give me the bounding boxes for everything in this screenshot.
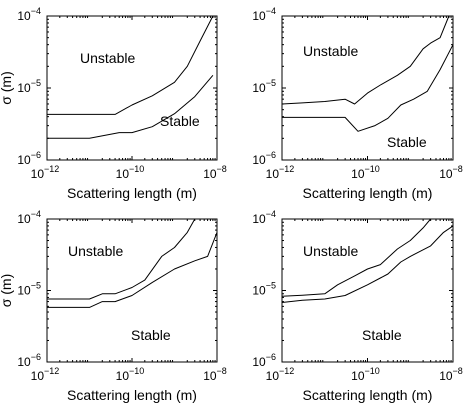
x-axis-label: Scattering length (m): [303, 185, 433, 201]
series-line-2: [47, 74, 214, 139]
series-line-1: [281, 15, 450, 105]
x-axis-label: Scattering length (m): [67, 387, 197, 403]
x-tick-label: 10−8: [203, 164, 227, 181]
x-tick-label: 10−12: [266, 164, 295, 181]
x-tick-label: 10−10: [351, 164, 380, 181]
series-line-1: [281, 218, 431, 297]
unstable-region-label: Unstable: [303, 43, 358, 59]
chart-panel-1: 10−12 10−10 10−8 10−6 10−5 10−4 Scattering len…: [0, 6, 227, 201]
unstable-region-label: Unstable: [80, 50, 135, 66]
y-tick-label: 10−4: [17, 209, 41, 226]
y-tick-label: 10−4: [17, 6, 41, 23]
chart-panel-4: 10−12 10−10 10−8 10−6 10−5 10−4 Scattering len…: [252, 209, 462, 403]
y-tick-label: 10−5: [252, 78, 276, 95]
stable-region-label: Stable: [131, 327, 171, 343]
x-tick-label: 10−10: [116, 366, 145, 383]
stable-region-label: Stable: [160, 113, 200, 129]
y-tick-label: 10−4: [252, 6, 276, 23]
y-axis-label: σ (m): [0, 274, 14, 308]
x-axis-label: Scattering length (m): [303, 387, 433, 403]
y-tick-label: 10−6: [17, 352, 41, 369]
y-tick-label: 10−4: [252, 209, 276, 226]
x-tick-label: 10−12: [31, 366, 60, 383]
x-tick-label: 10−8: [203, 366, 227, 383]
y-tick-label: 10−6: [252, 352, 276, 369]
stable-region-label: Stable: [387, 134, 427, 150]
x-tick-label: 10−12: [266, 366, 295, 383]
unstable-region-label: Unstable: [68, 243, 123, 259]
x-tick-label: 10−12: [31, 164, 60, 181]
y-tick-label: 10−6: [252, 150, 276, 167]
series-line-2: [281, 225, 454, 303]
chart-panel-3: 10−12 10−10 10−8 10−6 10−5 10−4 Scattering len…: [0, 209, 227, 403]
x-tick-label: 10−10: [116, 164, 145, 181]
chart-panel-2: 10−12 10−10 10−8 10−6 10−5 10−4 Scattering len…: [252, 6, 462, 201]
x-tick-label: 10−8: [439, 366, 463, 383]
series-line-1: [47, 15, 214, 115]
series-line-2: [282, 44, 454, 132]
unstable-region-label: Unstable: [303, 243, 358, 259]
x-tick-label: 10−8: [439, 164, 463, 181]
y-tick-label: 10−5: [17, 281, 41, 298]
series-line-2: [47, 232, 218, 308]
y-axis-label: σ (m): [0, 71, 14, 105]
series-line-1: [47, 218, 196, 300]
x-axis-label: Scattering length (m): [67, 185, 197, 201]
y-tick-label: 10−5: [17, 78, 41, 95]
y-tick-label: 10−5: [252, 281, 276, 298]
y-tick-label: 10−6: [17, 150, 41, 167]
stable-region-label: Stable: [362, 327, 402, 343]
plot-frame: [281, 15, 454, 161]
x-tick-label: 10−10: [351, 366, 380, 383]
